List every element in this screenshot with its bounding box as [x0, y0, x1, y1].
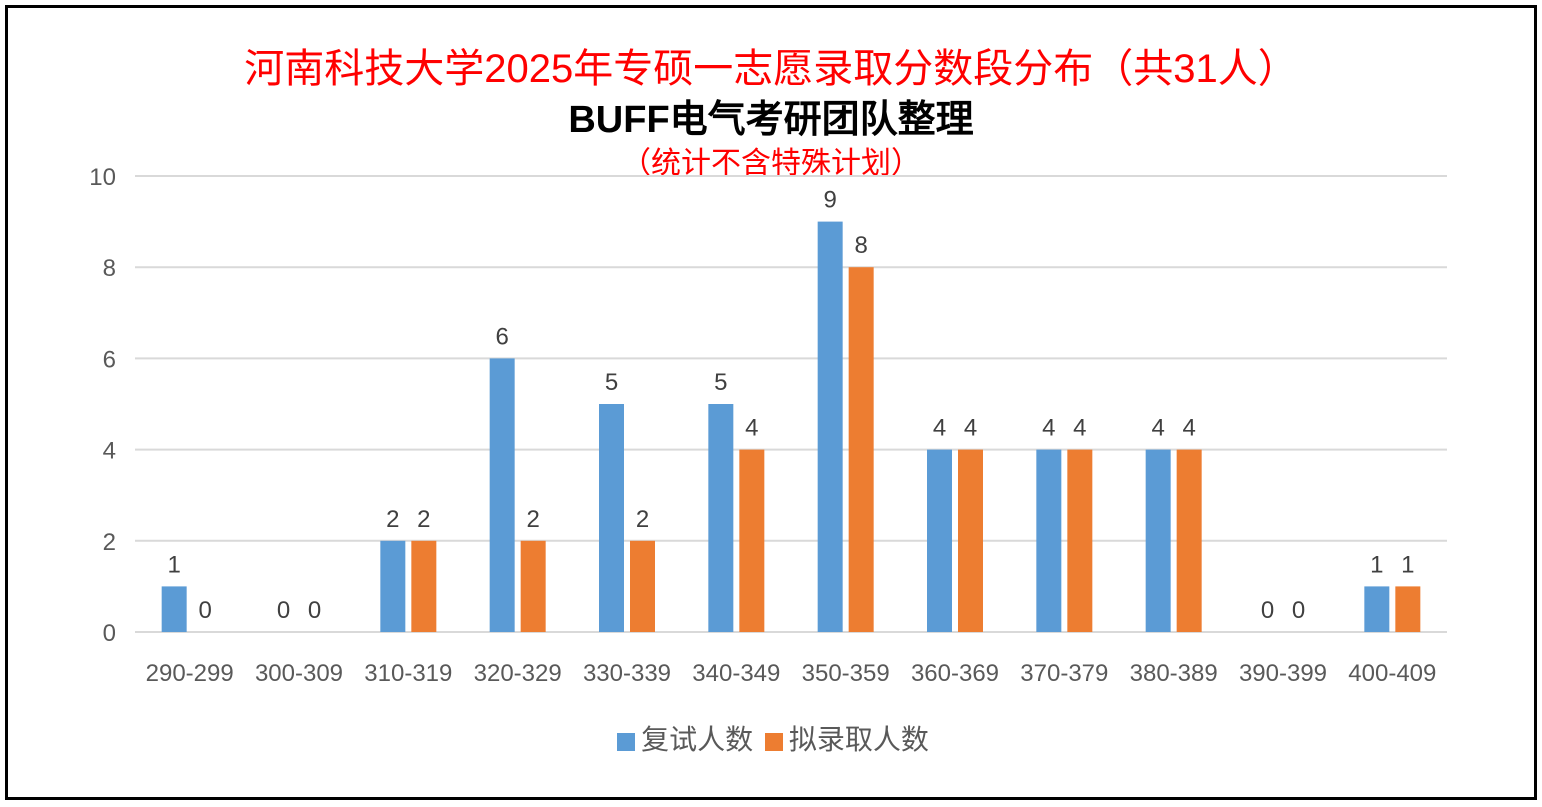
x-tick-label: 370-379: [1020, 660, 1108, 687]
data-label: 4: [745, 415, 758, 442]
data-label: 8: [854, 232, 867, 259]
data-label: 4: [1073, 415, 1086, 442]
data-label: 2: [386, 506, 399, 533]
data-label: 9: [823, 187, 836, 214]
legend-label-series-1: 拟录取人数: [788, 724, 929, 755]
data-label: 4: [933, 415, 946, 442]
x-tick-label: 380-389: [1130, 660, 1218, 687]
data-label: 4: [1151, 415, 1164, 442]
bar-series-1: [739, 449, 765, 632]
y-tick-label: 6: [103, 346, 116, 373]
bar-series-0: [599, 404, 624, 632]
chart-note: （统计不含特殊计划）: [621, 147, 921, 180]
bar-series-1: [1395, 586, 1421, 632]
bar-series-1: [411, 540, 437, 632]
data-label: 4: [964, 415, 977, 442]
bar-series-0: [380, 540, 406, 632]
chart-subtitle: BUFF电气考研团队整理: [568, 99, 974, 141]
data-label: 2: [636, 506, 649, 533]
bar-series-0: [1036, 449, 1062, 632]
data-label: 0: [1292, 597, 1305, 624]
y-tick-label: 2: [103, 529, 116, 556]
x-tick-label: 320-329: [474, 660, 562, 687]
bar-series-1: [1176, 449, 1202, 632]
bar-series-1: [958, 449, 983, 632]
legend: 复试人数 拟录取人数: [0, 718, 1542, 758]
chart-frame: [5, 5, 1537, 800]
bar-series-0: [927, 449, 952, 632]
bar-series-1: [630, 540, 655, 632]
data-label: 1: [1401, 551, 1414, 578]
bar-series-1: [1067, 449, 1093, 632]
y-tick-label: 0: [103, 620, 116, 647]
data-label: 6: [495, 323, 508, 350]
data-label: 0: [277, 597, 290, 624]
data-label: 2: [417, 506, 430, 533]
data-label: 2: [526, 506, 539, 533]
x-tick-label: 340-349: [692, 660, 780, 687]
x-tick-label: 350-359: [802, 660, 890, 687]
data-label: 1: [167, 551, 180, 578]
chart-title: 河南科技大学2025年专硕一志愿录取分数段分布（共31人）: [244, 47, 1298, 91]
bar-series-0: [708, 404, 734, 632]
bar-series-0: [817, 221, 843, 632]
data-label: 5: [605, 369, 618, 396]
data-label: 4: [1182, 415, 1195, 442]
bar-series-0: [1145, 449, 1171, 632]
data-label: 0: [308, 597, 321, 624]
x-tick-label: 300-309: [255, 660, 343, 687]
data-label: 5: [714, 369, 727, 396]
y-tick-label: 4: [103, 438, 116, 465]
data-label: 4: [1042, 415, 1055, 442]
y-tick-label: 8: [103, 255, 116, 282]
x-tick-label: 290-299: [146, 660, 234, 687]
data-label: 0: [198, 597, 211, 624]
legend-label-series-0: 复试人数: [641, 724, 754, 755]
x-tick-label: 330-339: [583, 660, 671, 687]
bar-series-1: [520, 540, 546, 632]
bar-series-0: [161, 586, 187, 632]
x-tick-label: 390-399: [1239, 660, 1327, 687]
x-tick-label: 360-369: [911, 660, 999, 687]
legend-swatch-series-0: [617, 732, 636, 751]
x-tick-label: 310-319: [364, 660, 452, 687]
data-label: 0: [1261, 597, 1274, 624]
bar-series-1: [848, 267, 874, 632]
legend-swatch-series-1: [764, 732, 783, 751]
x-tick-label: 400-409: [1348, 660, 1436, 687]
data-label: 1: [1370, 551, 1383, 578]
bar-series-0: [489, 358, 515, 632]
y-tick-label: 10: [89, 164, 116, 191]
bar-series-0: [1364, 586, 1390, 632]
